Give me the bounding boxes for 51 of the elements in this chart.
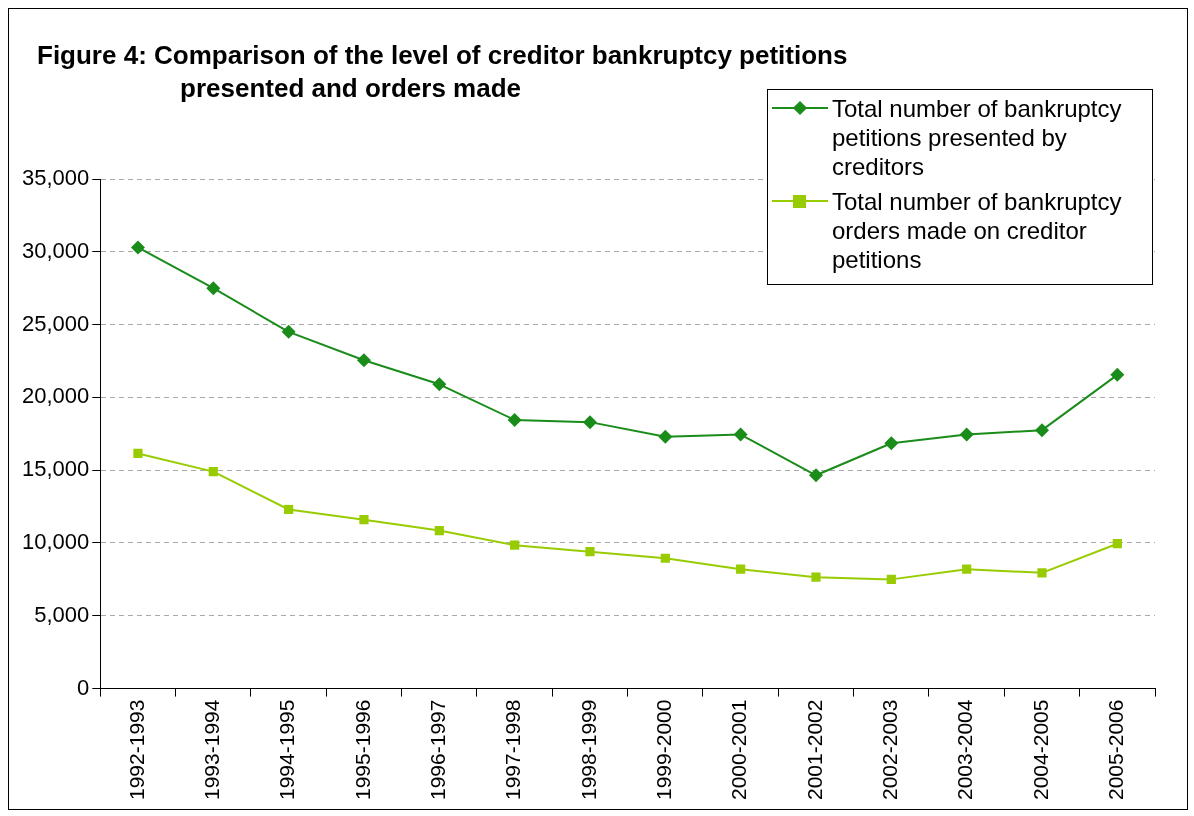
point: [434, 526, 444, 536]
point: [585, 547, 595, 557]
point: [658, 429, 673, 444]
y-tick-label: 35,000: [21, 165, 90, 191]
x-tick-label: 2003-2004: [953, 699, 977, 801]
point: [510, 540, 520, 550]
x-tick-label: 2001-2002: [802, 699, 826, 801]
point: [959, 427, 974, 442]
point: [507, 412, 522, 427]
point: [359, 515, 369, 525]
point: [208, 467, 218, 477]
point: [1037, 568, 1047, 578]
y-tick-label: 5,000: [34, 601, 90, 627]
y-tick-label: 10,000: [21, 529, 90, 555]
point: [886, 574, 896, 584]
point: [432, 377, 447, 392]
point: [808, 468, 823, 483]
y-tick-label: 0: [77, 674, 90, 700]
point: [356, 353, 371, 368]
point: [733, 427, 748, 442]
x-tick-label: 1992-1993: [124, 699, 148, 801]
point: [1110, 367, 1125, 382]
x-tick-label: 1998-1999: [576, 699, 600, 801]
point: [962, 564, 972, 574]
point: [736, 564, 746, 574]
point: [660, 553, 670, 563]
y-tick-label: 15,000: [21, 456, 90, 482]
point: [582, 415, 597, 430]
y-tick-label: 30,000: [21, 237, 90, 263]
x-tick-label: 2004-2005: [1028, 699, 1052, 801]
point: [1112, 539, 1122, 549]
point: [130, 240, 145, 255]
x-tick-label: 1995-1996: [350, 699, 374, 801]
legend-label: Total number of bankruptcy orders made on creditor petitions: [831, 187, 1122, 274]
x-tick-label: 2000-2001: [727, 699, 751, 801]
point: [206, 281, 221, 296]
x-tick-label: 2002-2003: [878, 699, 902, 801]
y-tick-label: 25,000: [21, 310, 90, 336]
x-tick-label: 1999-2000: [652, 699, 676, 801]
x-tick-label: 1994-1995: [275, 699, 299, 801]
x-tick-label: 1997-1998: [501, 699, 525, 801]
x-tick-label: 1996-1997: [426, 699, 450, 801]
point: [884, 436, 899, 451]
point: [284, 504, 294, 515]
x-tick-label: 1993-1994: [200, 699, 224, 801]
point: [811, 572, 821, 582]
y-tick-label: 20,000: [21, 383, 90, 409]
point: [133, 448, 143, 459]
point: [1034, 423, 1049, 438]
x-tick-label: 2005-2006: [1104, 699, 1128, 801]
point: [281, 324, 296, 339]
